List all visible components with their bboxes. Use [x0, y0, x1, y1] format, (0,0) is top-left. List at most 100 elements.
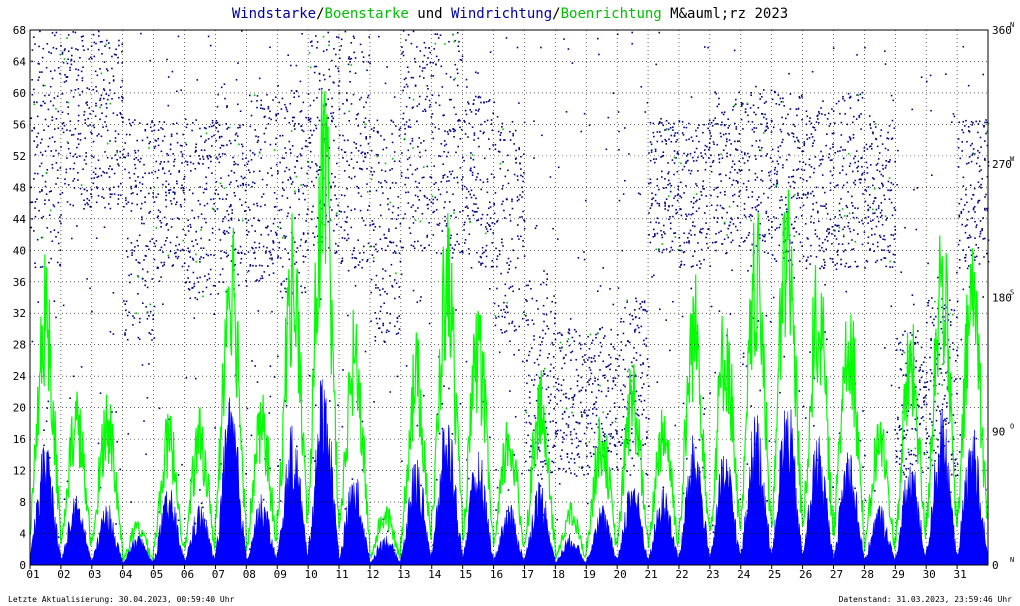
direction-point — [404, 213, 406, 215]
direction-point — [975, 224, 978, 226]
direction-point — [124, 332, 126, 334]
direction-point — [692, 265, 694, 267]
direction-point — [275, 163, 278, 166]
direction-point — [651, 198, 653, 201]
direction-point — [368, 119, 370, 122]
direction-point — [117, 56, 119, 59]
direction-point — [40, 217, 43, 219]
direction-point — [109, 207, 112, 210]
direction-point — [739, 170, 742, 172]
direction-point — [381, 186, 383, 188]
direction-point — [402, 217, 405, 220]
direction-point — [125, 203, 128, 205]
direction-point — [488, 138, 490, 140]
direction-point — [473, 194, 475, 197]
direction-point — [416, 424, 419, 427]
direction-point — [422, 67, 424, 69]
direction-point — [211, 232, 214, 234]
direction-point — [63, 81, 66, 83]
direction-point — [99, 118, 101, 121]
direction-point — [645, 472, 648, 475]
direction-point — [343, 194, 346, 197]
direction-point — [872, 243, 874, 245]
direction-point — [539, 377, 541, 379]
direction-point — [77, 49, 79, 51]
direction-point — [503, 301, 505, 304]
direction-point — [467, 215, 469, 217]
direction-point — [523, 153, 525, 155]
direction-point — [723, 111, 726, 113]
direction-point — [843, 99, 846, 102]
direction-point — [200, 226, 203, 229]
direction-point — [853, 157, 855, 160]
direction-point — [498, 250, 501, 252]
direction-point — [406, 85, 409, 88]
direction-point — [788, 176, 790, 178]
direction-point — [205, 176, 207, 178]
direction-point — [331, 97, 333, 100]
direction-point — [309, 120, 312, 123]
direction-point — [692, 206, 694, 209]
gust-direction-point — [155, 227, 158, 229]
direction-point — [771, 148, 774, 151]
direction-point — [337, 70, 340, 73]
direction-point — [634, 400, 637, 402]
direction-point — [824, 238, 826, 241]
direction-point — [166, 152, 168, 155]
direction-point — [369, 224, 371, 226]
direction-point — [952, 342, 954, 344]
direction-point — [548, 402, 550, 404]
direction-point — [672, 129, 674, 131]
direction-point — [911, 294, 914, 296]
direction-point — [654, 148, 657, 151]
direction-point — [313, 99, 315, 102]
direction-point — [313, 236, 316, 238]
direction-point — [344, 30, 347, 33]
direction-point — [407, 125, 410, 128]
direction-point — [811, 145, 814, 147]
direction-point — [179, 204, 182, 206]
direction-point — [797, 146, 799, 149]
direction-point — [828, 231, 831, 234]
direction-point — [93, 41, 96, 44]
direction-point — [714, 91, 716, 93]
direction-point — [143, 222, 145, 225]
direction-point — [712, 141, 715, 143]
direction-point — [809, 263, 811, 265]
direction-point — [211, 122, 214, 124]
direction-point — [137, 261, 140, 264]
direction-point — [844, 249, 846, 251]
direction-point — [288, 168, 291, 171]
direction-point — [640, 86, 643, 88]
direction-point — [640, 394, 642, 397]
direction-point — [929, 380, 932, 382]
direction-point — [106, 156, 109, 159]
direction-point — [751, 128, 754, 131]
direction-point — [581, 415, 583, 418]
direction-point — [979, 230, 982, 233]
direction-point — [601, 427, 604, 430]
direction-point — [77, 104, 80, 107]
direction-point — [892, 183, 895, 186]
direction-point — [136, 193, 138, 196]
direction-point — [139, 181, 141, 184]
direction-point — [807, 256, 809, 259]
direction-point — [872, 184, 874, 187]
direction-point — [165, 224, 168, 226]
direction-point — [735, 98, 737, 101]
direction-point — [230, 260, 233, 262]
direction-point — [616, 334, 619, 336]
direction-point — [931, 174, 933, 176]
direction-point — [180, 151, 182, 153]
direction-point — [702, 131, 704, 134]
title-part-4: Windrichtung — [451, 6, 552, 22]
direction-point — [443, 140, 446, 142]
direction-point — [977, 157, 979, 159]
direction-point — [241, 143, 243, 146]
direction-point — [149, 210, 151, 213]
direction-point — [375, 243, 377, 246]
direction-point — [982, 296, 984, 298]
direction-point — [139, 122, 141, 124]
direction-point — [397, 214, 400, 217]
direction-point — [576, 421, 579, 424]
